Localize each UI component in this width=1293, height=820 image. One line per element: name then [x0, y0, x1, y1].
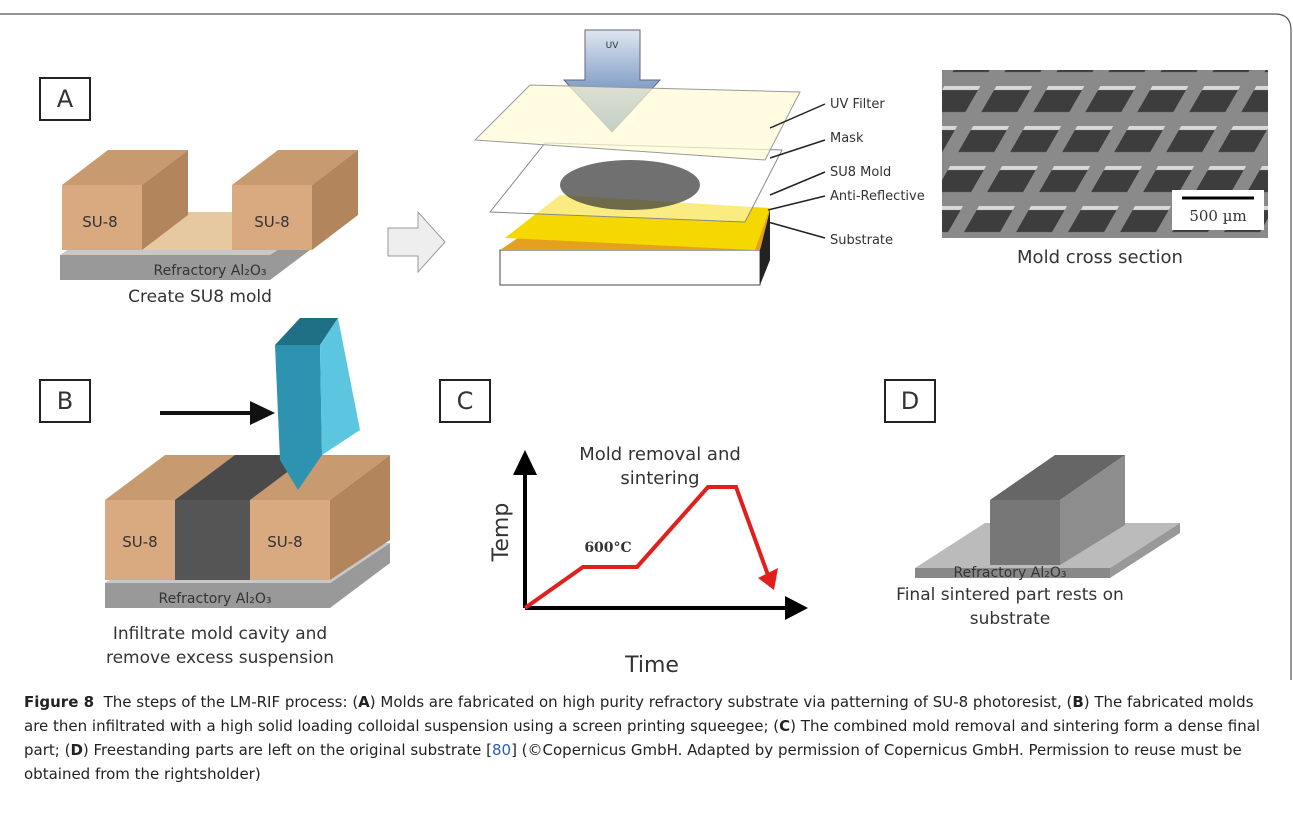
- caption-label: Figure 8: [24, 693, 95, 711]
- panel-caption: Create SU8 mold: [128, 287, 272, 307]
- panel-d: D Refractory Al₂O₃ Final sintered part r…: [884, 379, 1180, 629]
- layer-label: SU8 Mold: [830, 165, 891, 180]
- caption-text: C: [779, 717, 791, 735]
- axis-label: Time: [624, 653, 679, 678]
- panel-title: sintering: [620, 468, 699, 489]
- panel-caption: remove excess suspension: [106, 648, 334, 668]
- layer-label: Anti-Reflective: [830, 189, 925, 204]
- figure-art: A SU-8 SU-8 Refractory Al₂O₃ Create SU8 …: [0, 13, 1292, 680]
- substrate-label: Refractory Al₂O₃: [954, 565, 1067, 581]
- block-label: SU-8: [122, 533, 157, 551]
- caption-text: ] (©Copernicus GmbH. Adapted by permissi…: [24, 741, 1242, 783]
- layer-labels: UV Filter Mask SU8 Mold Anti-Reflective …: [830, 97, 925, 248]
- panel-caption: Final sintered part rests on: [896, 585, 1124, 605]
- block-label: SU-8: [254, 213, 289, 231]
- caption-text: ) The fabricated molds are then infiltra…: [24, 693, 1254, 735]
- image-caption: Mold cross section: [1017, 247, 1183, 268]
- panel-caption: substrate: [970, 609, 1050, 629]
- layer-label: Mask: [830, 131, 864, 146]
- panel-title: Mold removal and: [579, 444, 741, 465]
- layer-label: Substrate: [830, 233, 893, 248]
- panel-label: B: [57, 387, 73, 415]
- substrate-label: Refractory Al₂O₃: [154, 263, 267, 279]
- panel-label: D: [901, 387, 919, 415]
- caption-text: The steps of the LM-RIF process: (: [103, 693, 359, 711]
- caption-text: ) Freestanding parts are left on the ori…: [82, 741, 492, 759]
- uv-label: UV: [606, 41, 620, 51]
- caption-text: B: [1072, 693, 1084, 711]
- panel-c: C Mold removal and sintering 600°C Temp …: [439, 379, 808, 678]
- scale-bar: 500 µm: [1189, 207, 1246, 225]
- panel-b: B SU-8 SU-8 Refractory Al₂O₃ Infiltrate …: [39, 318, 390, 668]
- annotation: 600°C: [584, 540, 631, 556]
- substrate-label: Refractory Al₂O₃: [159, 591, 272, 607]
- panel-label: A: [57, 85, 74, 113]
- layer-label: UV Filter: [830, 97, 885, 112]
- panel-label: C: [457, 387, 474, 415]
- leader-lines: [767, 103, 826, 239]
- panel-a: A SU-8 SU-8 Refractory Al₂O₃ Create SU8 …: [39, 29, 1268, 307]
- caption-text: ) The combined mold removal and sinterin…: [24, 717, 1261, 759]
- caption-text: A: [358, 693, 370, 711]
- reference-link[interactable]: 80: [491, 741, 512, 759]
- panel-caption: Infiltrate mold cavity and: [113, 624, 327, 644]
- caption-text: D: [70, 741, 83, 759]
- block-label: SU-8: [267, 533, 302, 551]
- block-label: SU-8: [82, 213, 117, 231]
- caption-text: ) Molds are fabricated on high purity re…: [369, 693, 1073, 711]
- axis-label: Temp: [489, 503, 514, 563]
- figure-caption: Figure 8 The steps of the LM-RIF process…: [24, 690, 1274, 786]
